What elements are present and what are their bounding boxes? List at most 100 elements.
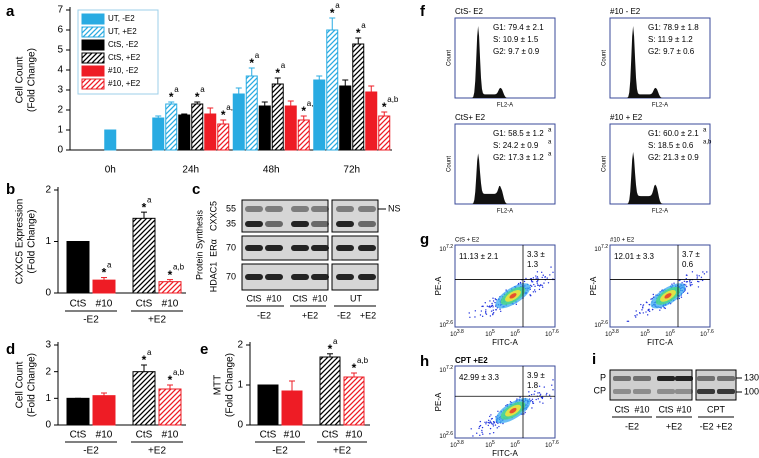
- scatter-dot: [706, 271, 708, 273]
- x-tick-label: #10: [96, 430, 113, 441]
- significance-letter: a,b: [173, 368, 185, 377]
- scatter-dot: [485, 309, 487, 311]
- bar: [365, 91, 378, 151]
- scatter-dot: [489, 306, 491, 308]
- scatter-dot: [548, 394, 551, 396]
- significance-star: *: [169, 90, 174, 104]
- bar: [104, 129, 117, 151]
- group-label: +E2: [148, 315, 167, 326]
- significance-letter: a,b: [387, 95, 399, 104]
- panel-label: i: [592, 351, 596, 368]
- y-axis-label: PE-A: [434, 392, 443, 411]
- scatter-dot: [531, 398, 534, 401]
- tick-label: 103.8: [450, 329, 464, 337]
- y-axis-label: Cell Count: [15, 361, 26, 408]
- bar: [191, 103, 204, 151]
- scatter-dot: [519, 281, 522, 284]
- scatter-dot: [482, 433, 484, 435]
- y-axis-label: MTT: [213, 375, 224, 396]
- bar: [352, 43, 365, 151]
- scatter-dot: [481, 426, 484, 429]
- blot-band: [291, 245, 309, 251]
- scatter-dot: [481, 315, 484, 318]
- scatter-dot: [696, 274, 698, 276]
- group-label: -E2: [337, 310, 351, 320]
- blot-band: [697, 376, 715, 381]
- y-tick-label: 0: [45, 420, 51, 431]
- scatter-dot: [492, 432, 495, 434]
- scatter-dot: [489, 422, 491, 424]
- scatter-dot: [683, 280, 686, 282]
- y-tick-label: 2: [237, 340, 243, 351]
- plot-title: CtS- E2: [455, 7, 484, 16]
- histogram-frame: [454, 17, 556, 99]
- tick-base: 10: [485, 443, 492, 449]
- scatter-dot: [492, 297, 494, 299]
- scatter-dot: [664, 307, 666, 310]
- tick-base: 10: [545, 443, 552, 449]
- group-label: +E2: [333, 446, 352, 457]
- scatter-dot: [533, 289, 536, 291]
- scatter-dot: [532, 291, 535, 293]
- cell-cycle-stat: S: 10.9 ± 1.5: [493, 35, 539, 44]
- x-tick-label: #10: [284, 430, 301, 441]
- histogram-frame: [609, 17, 711, 99]
- blot-band: [291, 221, 309, 227]
- quadrant-value: 42.99 ± 3.3: [459, 373, 500, 382]
- scatter-dot: [680, 296, 683, 298]
- panel-label: f: [420, 3, 426, 20]
- scatter-dot: [478, 425, 481, 428]
- scatter-dot: [535, 275, 537, 277]
- blot-band: [245, 206, 263, 212]
- blot-band: [717, 376, 735, 381]
- scatter-dot: [635, 316, 637, 318]
- tick-exponent: 2.6: [601, 320, 608, 326]
- blot-band: [245, 245, 263, 251]
- scatter-dot: [690, 281, 693, 284]
- scatter-dot: [685, 277, 687, 280]
- scatter-dot: [499, 308, 501, 310]
- tick-label: 102.6: [439, 431, 453, 439]
- bar: [245, 75, 258, 151]
- scatter-dot: [541, 271, 543, 274]
- y-tick-label: 5: [57, 45, 63, 56]
- panel-label: b: [6, 181, 15, 198]
- quadrant-value: 0.6: [682, 260, 694, 269]
- bar: [326, 29, 339, 151]
- y-axis-label: (Fold Change): [27, 210, 38, 274]
- tick-label: 102.6: [594, 320, 608, 328]
- scatter-dot: [530, 285, 533, 287]
- y-axis-label: PE-A: [589, 276, 598, 295]
- scatter-dot: [535, 398, 537, 401]
- blot-band: [265, 221, 283, 227]
- scatter-frame: [454, 365, 556, 439]
- bar: [158, 281, 182, 294]
- x-tick-label: 0h: [105, 165, 116, 176]
- blot-band: [358, 221, 376, 227]
- scatter-dot: [533, 283, 535, 286]
- y-tick-label: 0: [45, 288, 51, 299]
- tick-exponent: 3.8: [457, 329, 464, 335]
- scatter-dot: [489, 305, 491, 307]
- scatter-dot: [498, 425, 500, 428]
- bar: [92, 279, 116, 294]
- scatter-dot: [541, 276, 543, 279]
- bar: [66, 241, 90, 294]
- significance-letter: a: [281, 61, 286, 70]
- quadrant-value: 12.01 ± 3.3: [614, 252, 655, 261]
- scatter-dot: [651, 297, 653, 300]
- scatter-dot: [639, 312, 641, 315]
- scatter-dot: [538, 385, 541, 387]
- blot-box: [695, 369, 737, 401]
- scatter-dot: [671, 283, 673, 285]
- scatter-dot: [487, 424, 490, 427]
- scatter-dot: [549, 274, 551, 276]
- scatter-dot: [541, 284, 543, 287]
- panel-label: a: [6, 3, 15, 20]
- tick-label: 102.6: [439, 320, 453, 328]
- cell-cycle-stat: G1: 58.5 ± 1.2: [493, 129, 544, 138]
- tick-base: 10: [450, 332, 457, 338]
- scatter-dot: [551, 384, 553, 386]
- protein-label: CXXC5: [208, 201, 218, 231]
- scatter-dot: [552, 389, 554, 391]
